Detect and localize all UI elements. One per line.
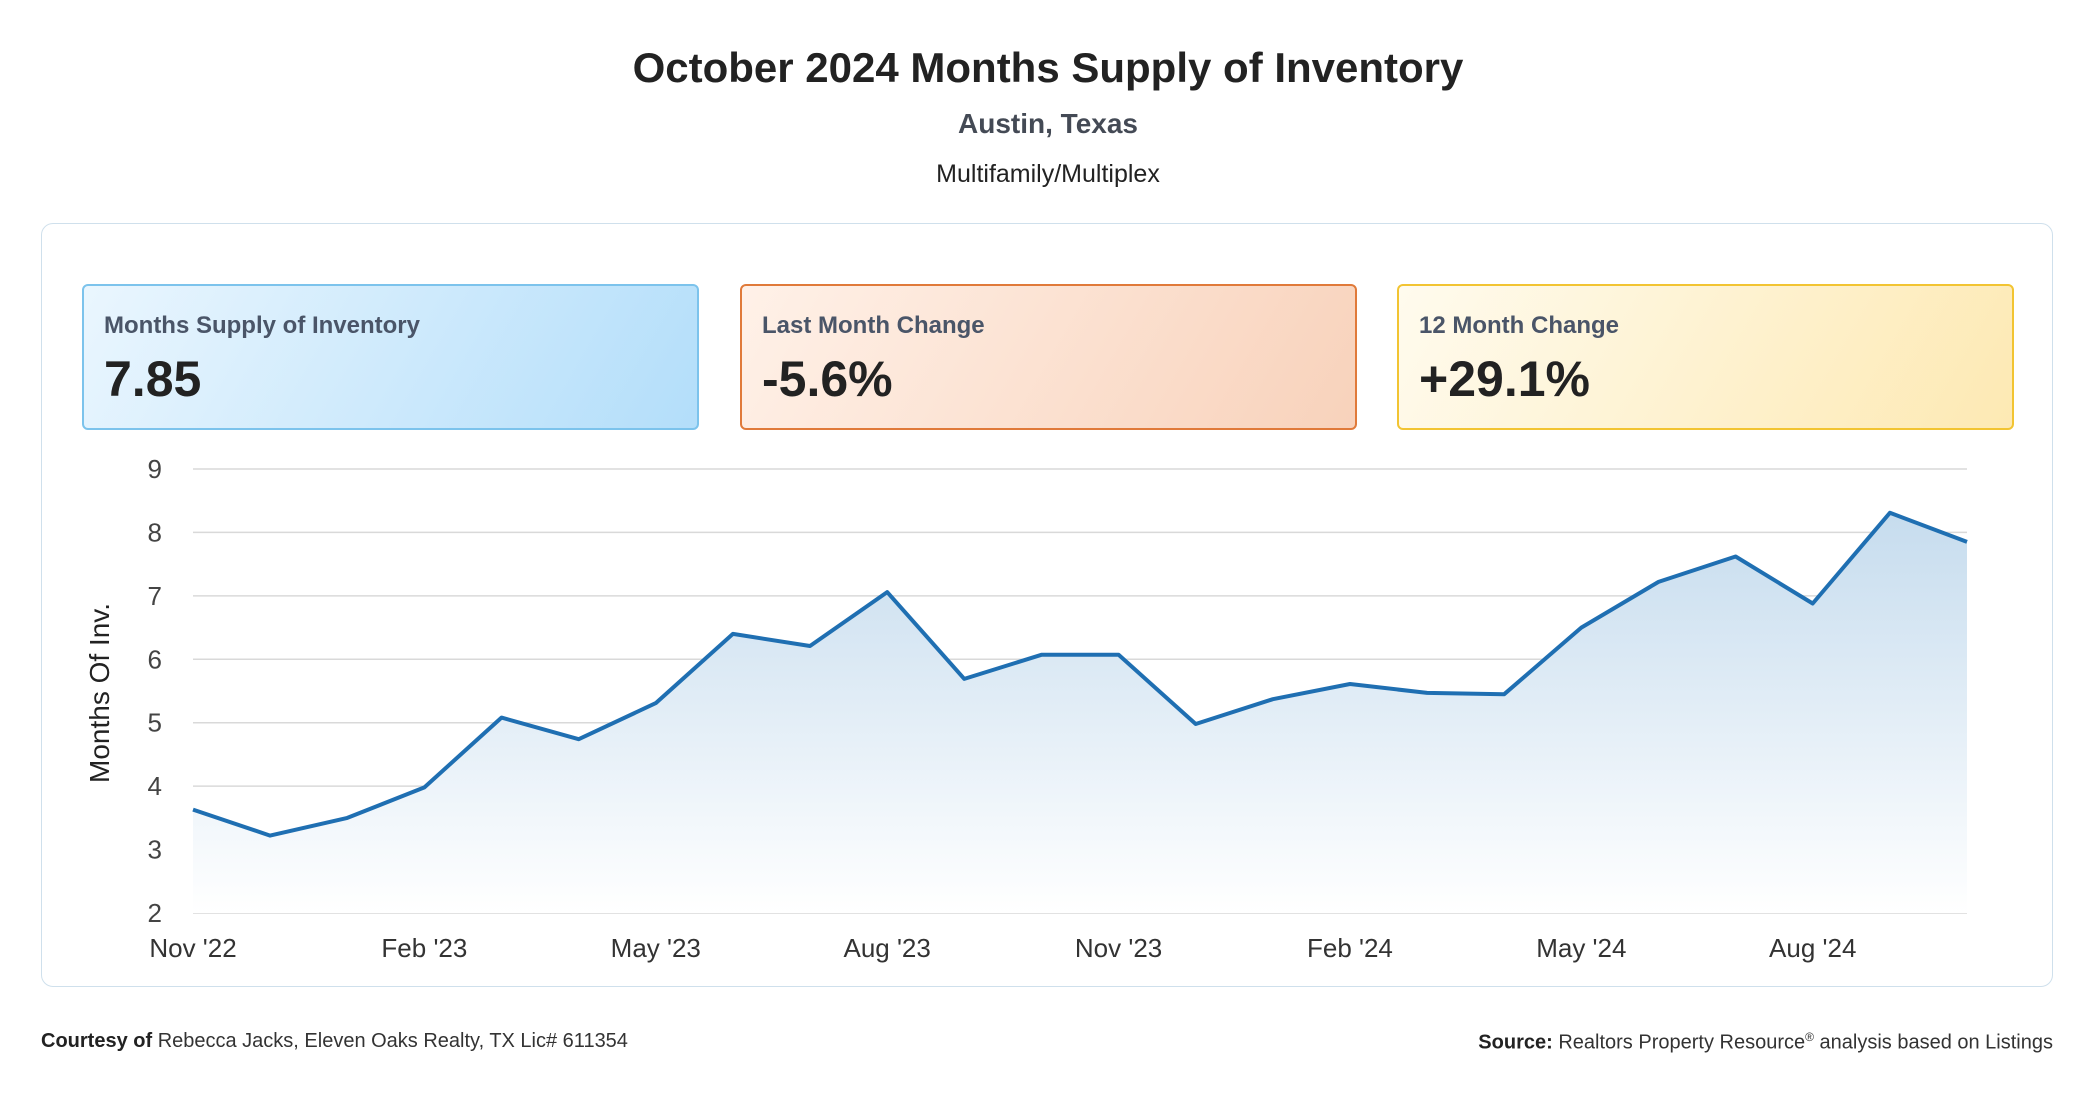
- source-note: Source: Realtors Property Resource® anal…: [1478, 1030, 2053, 1055]
- source-text-rest: analysis based on Listings: [1813, 1031, 2054, 1054]
- data-point: [190, 807, 196, 813]
- data-point: [961, 676, 967, 682]
- source-label: Source:: [1478, 1031, 1553, 1054]
- data-point: [1347, 681, 1353, 687]
- x-tick-label: May '24: [1536, 933, 1626, 963]
- data-point: [344, 815, 350, 821]
- last-month-change-label: Last Month Change: [762, 312, 985, 339]
- x-tick-label: Feb '23: [381, 933, 467, 963]
- chart-subtitle: Austin, Texas: [958, 108, 1138, 139]
- x-tick-label: Nov '22: [149, 933, 236, 963]
- data-point: [1501, 691, 1507, 697]
- twelve-month-change-value: +29.1%: [1419, 351, 1590, 407]
- data-point: [1424, 690, 1430, 696]
- data-point: [1887, 510, 1893, 516]
- x-tick-label: Feb '24: [1307, 933, 1393, 963]
- x-tick-label: May '23: [611, 933, 701, 963]
- y-tick-label: 5: [148, 708, 162, 738]
- months-supply-value: 7.85: [104, 351, 202, 407]
- twelve-month-change-label: 12 Month Change: [1419, 312, 1620, 339]
- series-line: [192, 510, 1968, 838]
- chart-title: October 2024 Months Supply of Inventory: [632, 44, 1464, 91]
- y-tick-label: 7: [148, 581, 162, 611]
- data-point: [267, 833, 273, 839]
- y-tick-label: 9: [148, 454, 162, 484]
- data-point: [576, 736, 582, 742]
- line-chart: 2 3 4 5 6 7 8 9 Nov '22 Feb '23 May '23 Aug '23 Nov…: [84, 454, 1970, 963]
- data-point: [1964, 539, 1970, 545]
- courtesy-note: Courtesy of Rebecca Jacks, Eleven Oaks R…: [41, 1030, 628, 1053]
- last-month-change-card: Last Month Change -5.6%: [740, 284, 1357, 430]
- data-point: [1116, 652, 1122, 658]
- months-supply-label: Months Supply of Inventory: [104, 312, 420, 339]
- twelve-month-change-card: 12 Month Change +29.1%: [1397, 284, 2014, 430]
- y-tick-label: 3: [148, 835, 162, 865]
- data-point: [730, 631, 736, 637]
- x-tick-label: Aug '23: [843, 933, 930, 963]
- registered-mark: ®: [1805, 1030, 1814, 1044]
- y-tick-label: 4: [148, 771, 162, 801]
- last-month-change-value: -5.6%: [762, 351, 893, 407]
- data-point: [1038, 652, 1044, 658]
- x-tick-label: Nov '23: [1075, 933, 1162, 963]
- data-point: [499, 715, 505, 721]
- data-point: [1655, 579, 1661, 585]
- courtesy-label: Courtesy of: [41, 1030, 153, 1052]
- data-point: [1810, 600, 1816, 606]
- months-supply-card: Months Supply of Inventory 7.85: [82, 284, 699, 430]
- y-tick-label: 6: [148, 644, 162, 674]
- series-area: [193, 512, 1967, 913]
- y-tick-label: 2: [148, 898, 162, 928]
- data-point: [1270, 696, 1276, 702]
- y-tick-label: 8: [148, 517, 162, 547]
- data-point: [807, 643, 813, 649]
- y-axis-label: Months Of Inv.: [84, 603, 115, 783]
- data-point: [1578, 625, 1584, 631]
- property-segment: Multifamily/Multiplex: [936, 160, 1160, 188]
- data-point: [1733, 554, 1739, 560]
- data-point: [421, 784, 427, 790]
- courtesy-text: Rebecca Jacks, Eleven Oaks Realty, TX Li…: [157, 1030, 628, 1052]
- x-tick-label: Aug '24: [1769, 933, 1856, 963]
- data-point: [884, 589, 890, 595]
- data-point: [1193, 721, 1199, 727]
- source-text: Realtors Property Resource: [1558, 1031, 1806, 1054]
- data-point: [653, 700, 659, 706]
